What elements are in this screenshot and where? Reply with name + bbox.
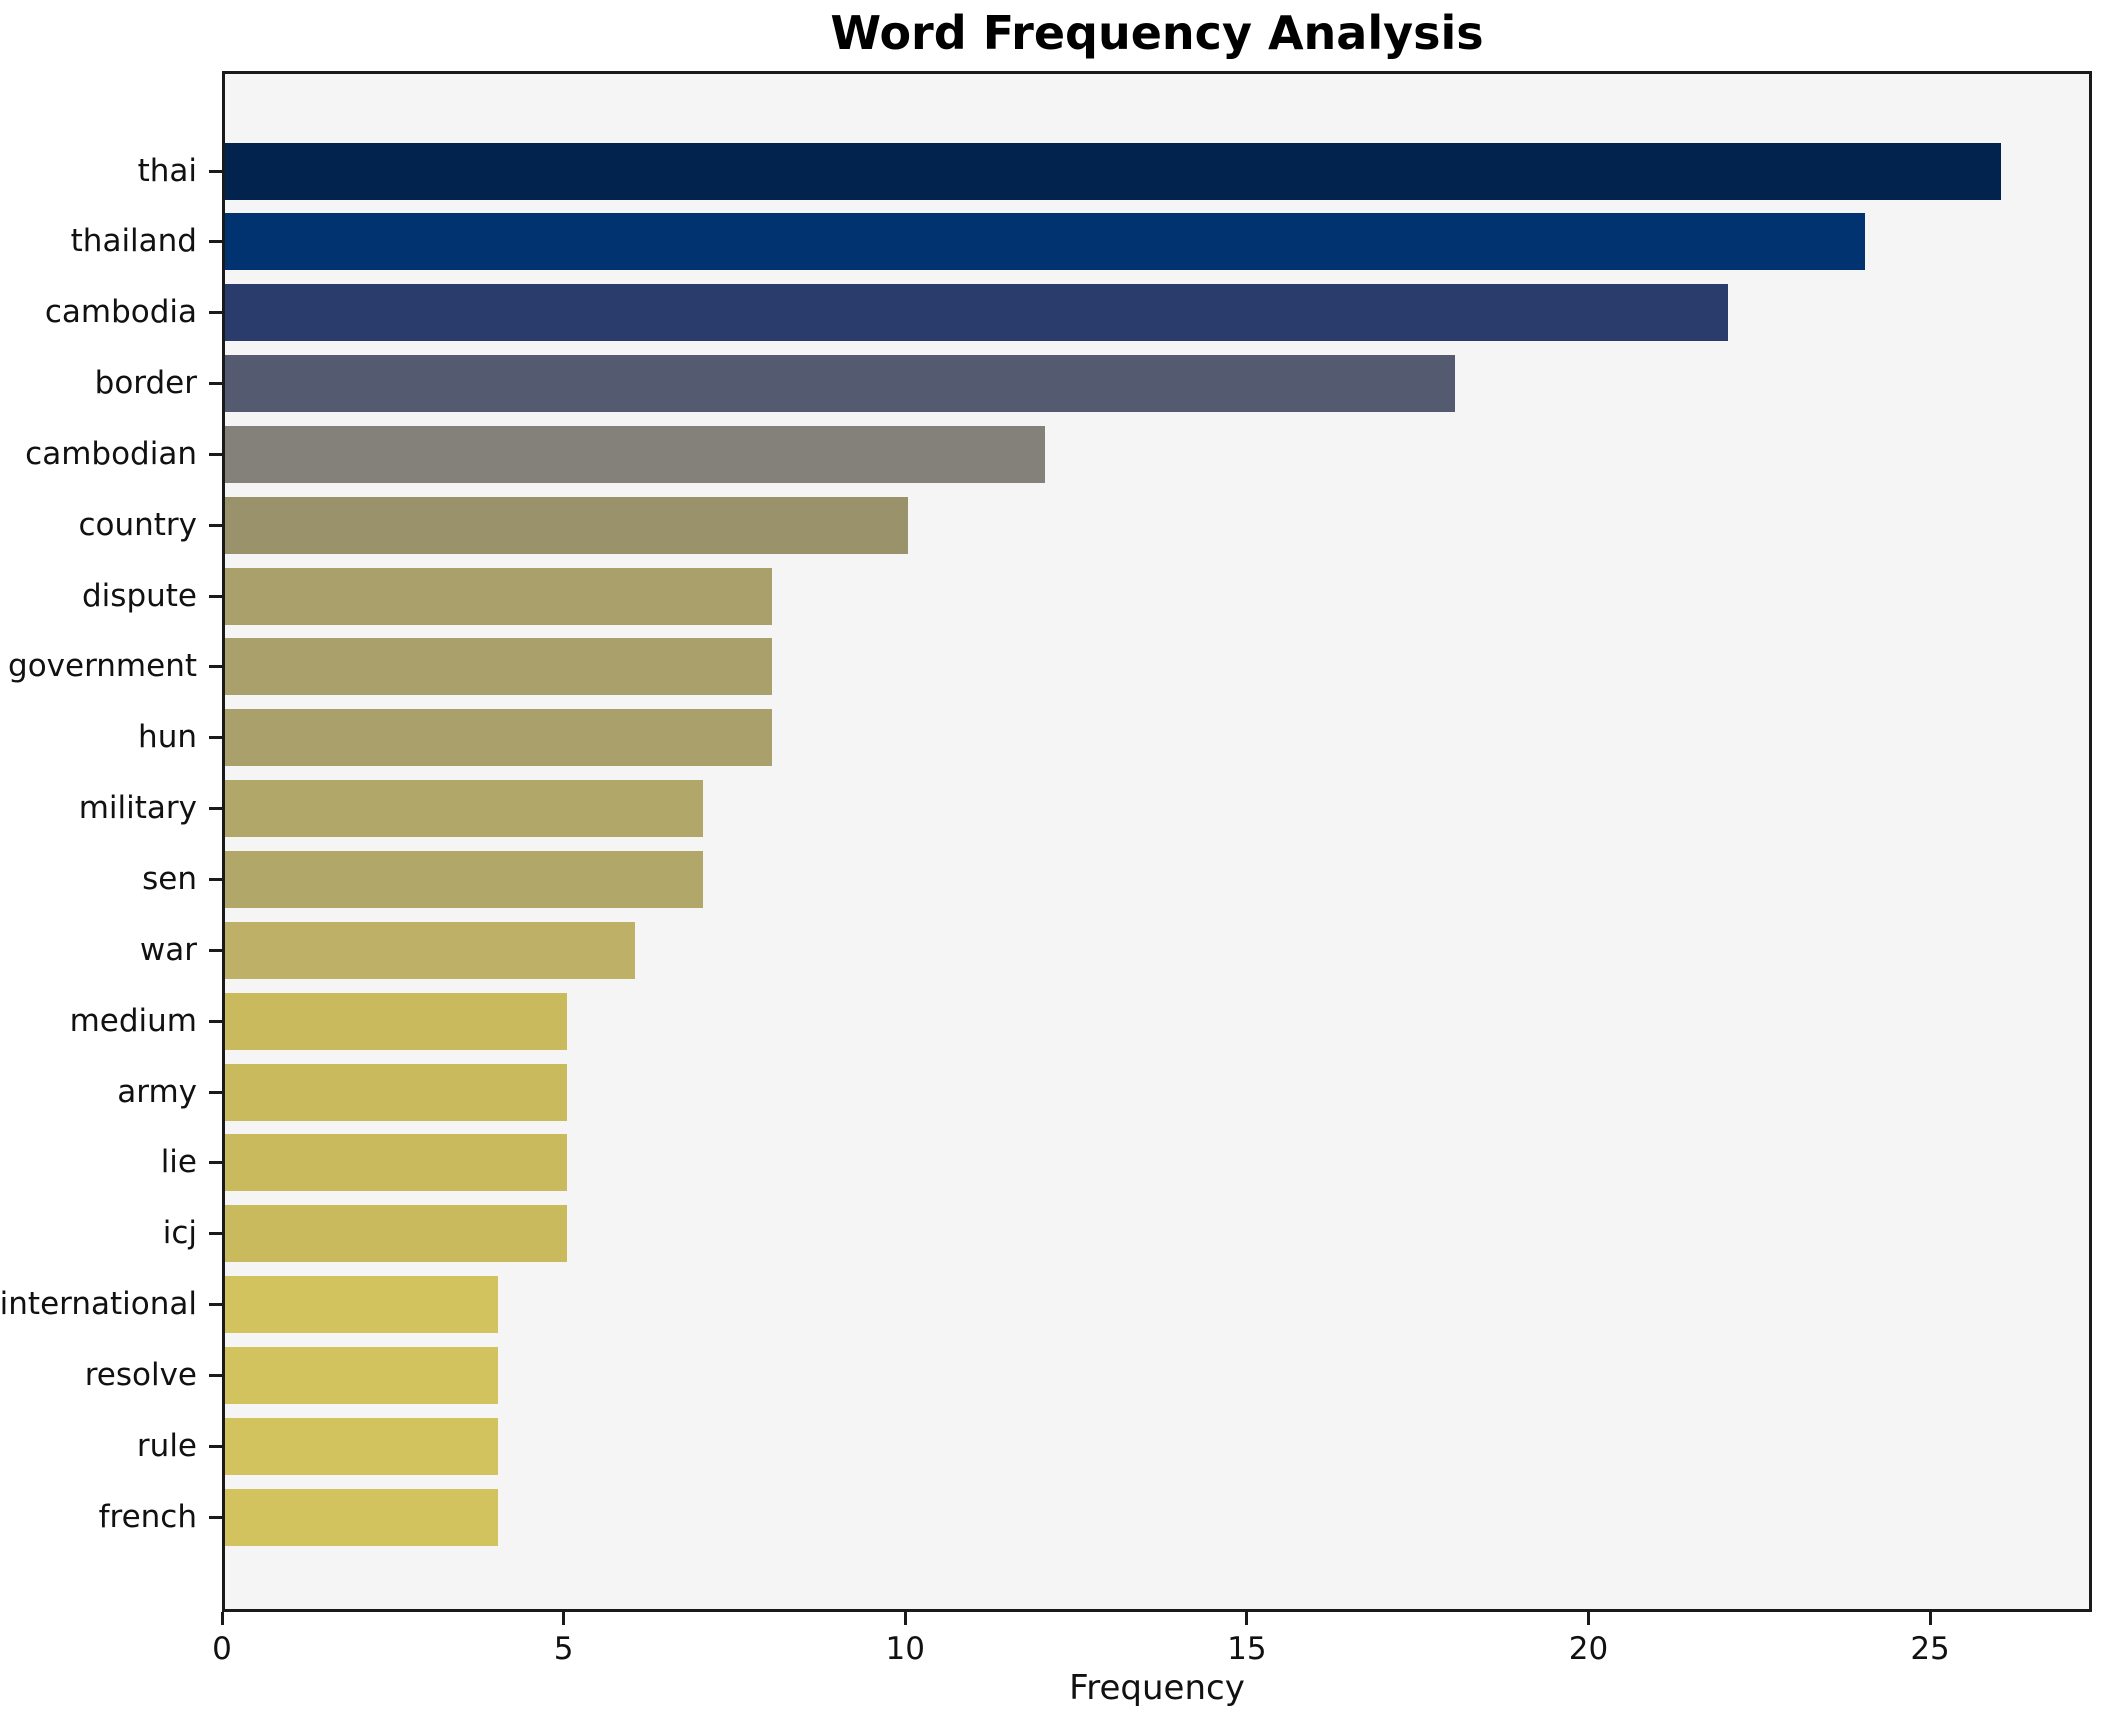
bar-medium	[225, 992, 567, 1050]
x-tick-10	[903, 1612, 907, 1625]
y-label-dispute: dispute	[82, 577, 197, 614]
y-tick-resolve	[209, 1373, 222, 1377]
bar-resolve	[225, 1346, 499, 1404]
bar-french	[225, 1488, 499, 1546]
y-label-war: war	[139, 931, 197, 968]
y-tick-thai	[209, 169, 222, 173]
x-axis-title: Frequency	[1069, 1668, 1245, 1708]
x-label-5: 5	[553, 1631, 574, 1667]
y-label-country: country	[78, 506, 197, 543]
y-label-cambodian: cambodian	[25, 435, 197, 472]
x-tick-0	[220, 1612, 224, 1625]
y-label-french: french	[98, 1498, 197, 1535]
y-tick-lie	[209, 1161, 222, 1165]
bar-icj	[225, 1205, 567, 1263]
bar-cambodia	[225, 284, 1729, 342]
y-label-rule: rule	[136, 1427, 197, 1464]
y-tick-country	[209, 523, 222, 527]
y-label-government: government	[8, 648, 197, 685]
y-label-thai: thai	[137, 152, 197, 189]
y-label-cambodia: cambodia	[44, 294, 197, 331]
bar-rule	[225, 1417, 499, 1475]
x-tick-15	[1245, 1612, 1249, 1625]
y-tick-medium	[209, 1019, 222, 1023]
y-tick-sen	[209, 878, 222, 882]
y-tick-military	[209, 807, 222, 811]
bar-sen	[225, 851, 704, 909]
bar-military	[225, 780, 704, 838]
y-label-icj: icj	[162, 1215, 197, 1252]
bar-lie	[225, 1134, 567, 1192]
y-label-army: army	[117, 1073, 197, 1110]
y-tick-rule	[209, 1444, 222, 1448]
y-tick-french	[209, 1515, 222, 1519]
bar-border	[225, 355, 1455, 413]
bar-hun	[225, 709, 772, 767]
x-label-15: 15	[1227, 1631, 1267, 1667]
chart-title: Word Frequency Analysis	[830, 6, 1484, 60]
bar-cambodian	[225, 425, 1045, 483]
y-tick-icj	[209, 1232, 222, 1236]
y-label-medium: medium	[69, 1002, 197, 1039]
y-label-military: military	[78, 790, 197, 827]
y-tick-international	[209, 1303, 222, 1307]
y-tick-border	[209, 382, 222, 386]
x-label-10: 10	[885, 1631, 925, 1667]
y-label-thailand: thailand	[70, 223, 197, 260]
y-tick-army	[209, 1090, 222, 1094]
plot-area	[222, 71, 2092, 1612]
y-tick-war	[209, 948, 222, 952]
bar-thai	[225, 142, 2002, 200]
bar-government	[225, 638, 772, 696]
bar-army	[225, 1063, 567, 1121]
x-label-25: 25	[1910, 1631, 1950, 1667]
bar-war	[225, 921, 635, 979]
y-tick-hun	[209, 736, 222, 740]
bar-thailand	[225, 213, 1865, 271]
x-tick-20	[1586, 1612, 1590, 1625]
y-label-sen: sen	[142, 861, 197, 898]
x-label-20: 20	[1568, 1631, 1609, 1667]
y-tick-thailand	[209, 240, 222, 244]
y-label-hun: hun	[138, 719, 197, 756]
y-tick-government	[209, 665, 222, 669]
y-label-international: international	[0, 1286, 197, 1323]
y-label-lie: lie	[160, 1144, 197, 1181]
y-label-border: border	[94, 365, 197, 402]
x-tick-5	[562, 1612, 566, 1625]
bar-country	[225, 496, 909, 554]
y-tick-cambodia	[209, 311, 222, 315]
x-label-0: 0	[212, 1631, 232, 1667]
y-tick-cambodian	[209, 452, 222, 456]
bar-dispute	[225, 567, 772, 625]
y-tick-dispute	[209, 594, 222, 598]
y-label-resolve: resolve	[84, 1356, 197, 1393]
bar-international	[225, 1276, 499, 1334]
x-tick-25	[1928, 1612, 1932, 1625]
